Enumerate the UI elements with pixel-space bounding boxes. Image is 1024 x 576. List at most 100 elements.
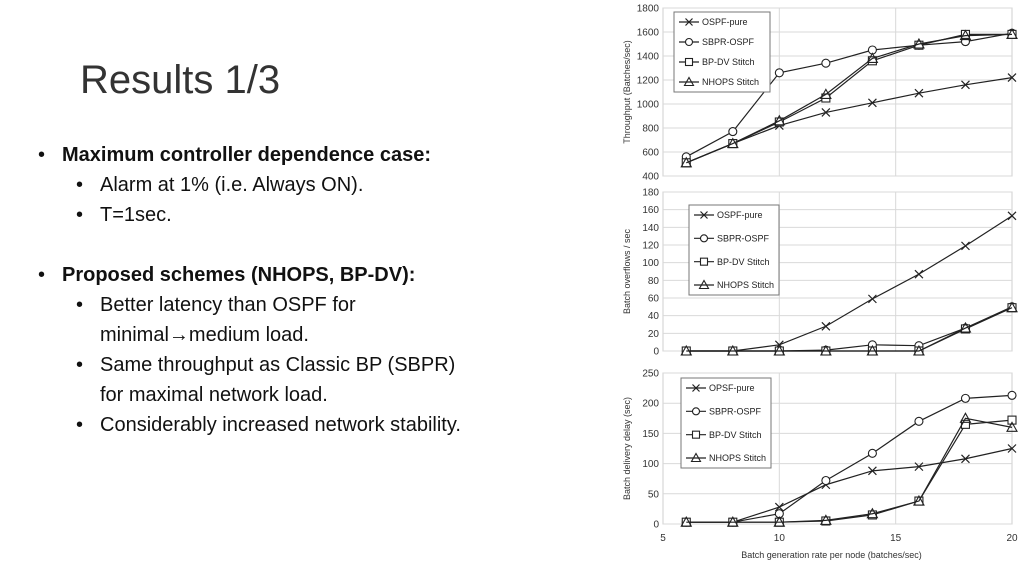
- series-line: [686, 33, 1013, 164]
- legend-marker: [684, 57, 694, 67]
- y-tick-label: 1200: [637, 76, 660, 87]
- legend-entry: SBPR-OSPF: [709, 407, 762, 417]
- x-tick-label: 15: [890, 533, 902, 544]
- data-point: [819, 88, 832, 99]
- chart-2: 0 20 40 60 80 100 120 140 160 180 Batch overflows …: [622, 188, 1018, 358]
- legend-entry: NHOPS Stitch: [709, 453, 766, 463]
- legend: OSPF-pure SBPR-OSPF BP-DV Stitch NHOPS Stit…: [673, 11, 771, 93]
- data-point: [866, 507, 879, 519]
- series-line: [685, 32, 1013, 158]
- y-tick-label: 0: [653, 520, 659, 531]
- legend-entry: NHOPS Stitch: [702, 77, 759, 87]
- legend-marker: [698, 279, 710, 290]
- y-tick-label: 120: [642, 241, 659, 252]
- x-tick-label: 10: [774, 533, 786, 544]
- data-point: [774, 502, 784, 512]
- legend: OPSF-pure SBPR-OSPF BP-DV Stitch NHOPS Stit…: [680, 377, 772, 469]
- data-point: [866, 344, 879, 356]
- data-point: [728, 127, 738, 137]
- data-point: [912, 344, 925, 356]
- legend-marker: [691, 407, 701, 416]
- series-line: [686, 394, 1013, 523]
- bullet-proposed: Proposed schemes (NHOPS, BP-DV):: [38, 260, 558, 290]
- bullet-max-controller: Maximum controller dependence case:: [38, 140, 558, 170]
- legend-entry: SBPR-OSPF: [702, 37, 755, 47]
- data-point: [726, 516, 739, 527]
- y-tick-label: 0: [653, 347, 659, 358]
- bullet-stability: Considerably increased network stability…: [38, 410, 558, 440]
- data-point: [774, 68, 784, 78]
- data-point: [1006, 301, 1018, 313]
- data-point: [773, 114, 786, 126]
- chart-1: 400 600 800 1000 1200 1400 1600 1800 Throughput …: [622, 4, 1018, 183]
- legend-marker: [690, 452, 702, 463]
- data-point: [961, 454, 970, 464]
- data-point: [1007, 73, 1017, 83]
- legend-marker: [685, 18, 693, 26]
- legend-marker: [691, 430, 701, 439]
- data-point: [914, 88, 924, 98]
- y-tick-label: 140: [642, 223, 659, 234]
- y-tick-label: 800: [642, 124, 659, 135]
- data-point: [773, 516, 786, 527]
- legend-marker: [700, 211, 708, 219]
- y-tick-label: 60: [648, 294, 660, 305]
- x-tick-label: 5: [660, 533, 666, 544]
- data-point: [912, 494, 925, 506]
- data-point: [1007, 390, 1017, 400]
- data-point: [912, 37, 925, 49]
- legend-entry: OPSF-pure: [709, 383, 755, 393]
- data-point: [960, 324, 971, 334]
- data-point: [1007, 211, 1017, 221]
- data-point: [819, 514, 832, 525]
- data-point: [821, 475, 831, 486]
- data-point: [1006, 28, 1018, 39]
- series-line: [686, 447, 1013, 523]
- data-point: [819, 344, 832, 356]
- data-point: [959, 29, 972, 41]
- data-point: [959, 321, 972, 333]
- legend: OSPF-pure SBPR-OSPF BP-DV Stitch NHOPS Stit…: [688, 204, 780, 296]
- legend-entry: NHOPS Stitch: [717, 280, 774, 290]
- legend-marker: [684, 37, 694, 47]
- legend-entry: BP-DV Stitch: [709, 430, 762, 440]
- data-point: [959, 412, 972, 423]
- bullet-throughput: Same throughput as Classic BP (SBPR) for…: [38, 350, 558, 410]
- y-tick-label: 50: [648, 489, 660, 500]
- chart-3: 0 50 100 150 200 250 5 10 15 20 Batch delivery del…: [622, 369, 1018, 561]
- legend-entry: SBPR-OSPF: [717, 234, 770, 244]
- y-axis-label: Batch overflows / sec: [622, 228, 632, 314]
- bullet-t: T=1sec.: [38, 200, 558, 230]
- y-tick-label: 100: [642, 459, 659, 470]
- data-point: [960, 393, 971, 403]
- y-tick-label: 80: [648, 276, 660, 287]
- data-point: [821, 321, 831, 331]
- legend-entry: BP-DV Stitch: [717, 257, 770, 267]
- y-axis-label: Throughput (Batches/sec): [622, 40, 632, 144]
- data-point: [773, 344, 786, 356]
- series-nhops-stitch: [680, 28, 1018, 168]
- series-line: [686, 307, 1013, 352]
- y-tick-label: 150: [642, 429, 659, 440]
- data-point: [867, 448, 877, 458]
- data-point: [680, 344, 693, 356]
- data-point: [1007, 415, 1017, 425]
- data-point: [867, 466, 877, 476]
- legend-entry: OSPF-pure: [702, 17, 748, 27]
- series-nhops-stitch: [680, 301, 1018, 356]
- x-axis-label: Batch generation rate per node (batches/…: [741, 550, 922, 560]
- arrow-icon: →: [168, 324, 189, 346]
- y-axis-label: Batch delivery delay (sec): [622, 397, 632, 500]
- y-tick-label: 250: [642, 369, 659, 380]
- data-point: [821, 107, 831, 117]
- y-tick-label: 40: [648, 311, 660, 322]
- data-point: [914, 462, 924, 472]
- data-point: [961, 241, 970, 251]
- data-point: [1007, 444, 1017, 453]
- data-point: [726, 137, 739, 149]
- data-point: [961, 80, 970, 90]
- data-point: [680, 516, 693, 527]
- data-point: [914, 269, 924, 279]
- x-tick-label: 20: [1006, 533, 1018, 544]
